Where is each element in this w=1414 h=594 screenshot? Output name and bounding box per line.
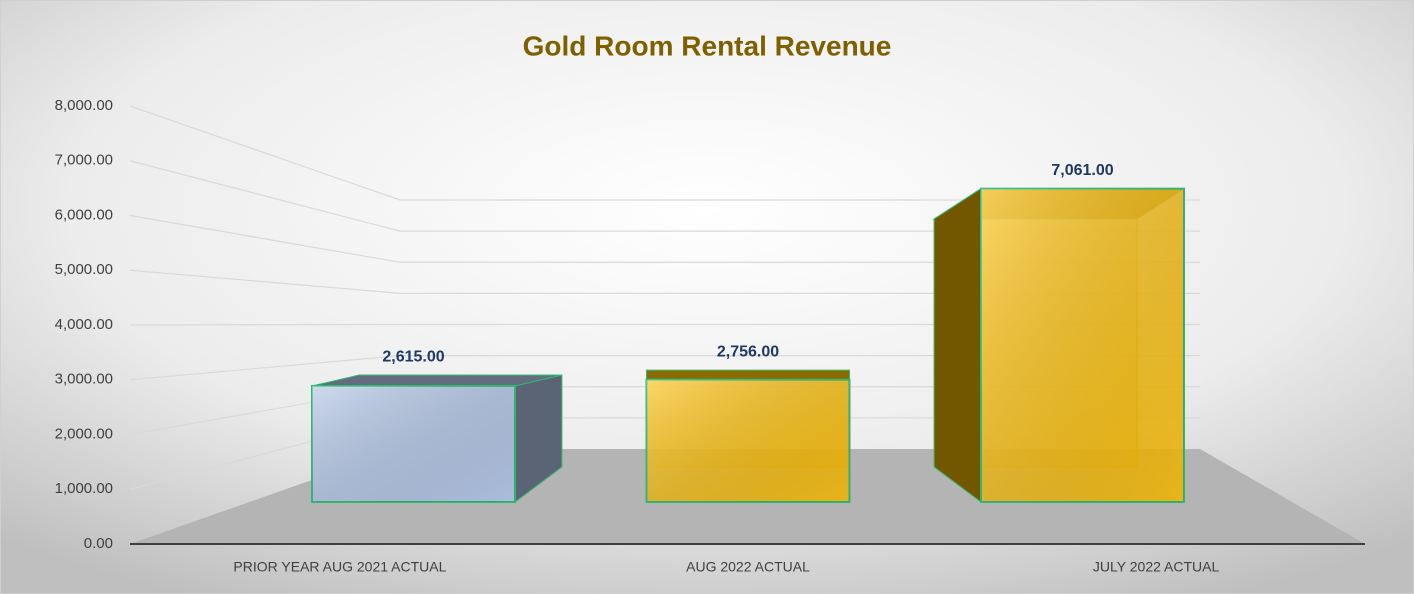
chart-title: Gold Room Rental Revenue	[523, 30, 892, 61]
x-tick-label: PRIOR YEAR AUG 2021 ACTUAL	[233, 559, 446, 575]
y-tick-label: 4,000.00	[55, 316, 113, 333]
bar-top	[646, 369, 850, 381]
bar-side	[933, 187, 982, 503]
y-tick-label: 3,000.00	[55, 371, 113, 388]
bar-shine	[981, 188, 1184, 502]
bar-3d	[311, 374, 563, 504]
data-label: 2,615.00	[382, 348, 444, 365]
y-tick-label: 2,000.00	[55, 425, 113, 442]
y-tick-label: 5,000.00	[55, 261, 113, 278]
bar-shine	[646, 379, 850, 502]
data-label: 2,756.00	[717, 343, 779, 360]
x-tick-label: AUG 2022 ACTUAL	[686, 559, 810, 575]
grid-line	[129, 160, 1200, 232]
grid-line	[129, 105, 1200, 201]
y-tick-label: 7,000.00	[55, 152, 113, 169]
grid-line	[129, 214, 1200, 263]
x-tick-label: JULY 2022 ACTUAL	[1093, 559, 1220, 575]
y-tick-label: 1,000.00	[55, 480, 113, 497]
y-tick-label: 8,000.00	[55, 97, 113, 114]
grid-line	[129, 269, 1200, 294]
data-label: 7,061.00	[1051, 162, 1113, 179]
bar-3d	[645, 369, 851, 504]
y-tick-label: 0.00	[84, 535, 113, 552]
grid-line	[129, 355, 1200, 381]
grid-line	[129, 323, 1200, 326]
bar-shine	[312, 385, 515, 502]
y-tick-label: 6,000.00	[55, 206, 113, 223]
bar-3d	[932, 187, 1186, 503]
